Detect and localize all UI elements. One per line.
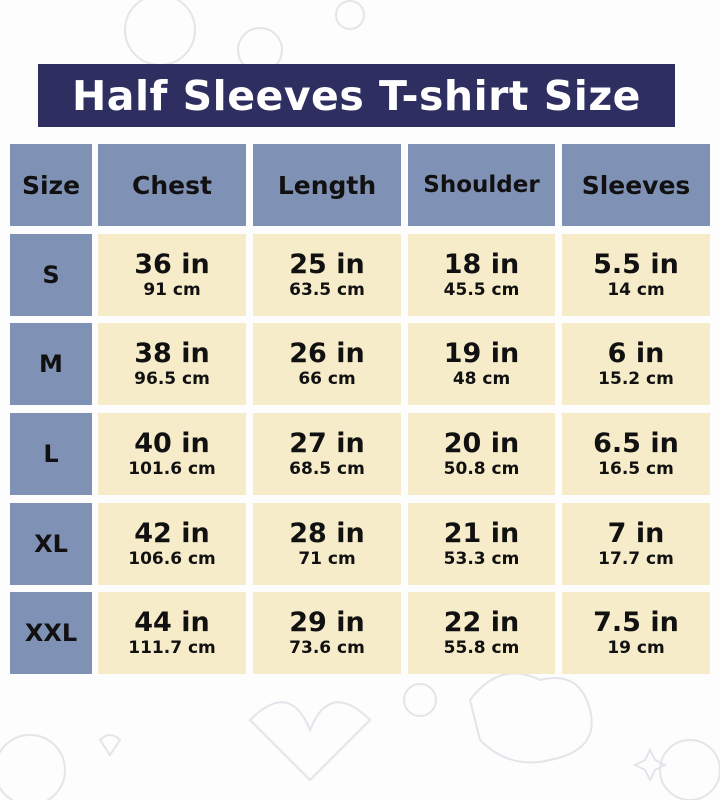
inches-value: 6 in xyxy=(607,338,665,369)
column-header-length: Length xyxy=(253,144,401,226)
cm-value: 14 cm xyxy=(607,280,665,300)
size-label: XXL xyxy=(10,592,92,674)
column-header-size: Size xyxy=(10,144,92,226)
size-label: M xyxy=(10,323,92,405)
inches-value: 36 in xyxy=(134,249,210,280)
table-cell: 6.5 in 16.5 cm xyxy=(562,413,710,495)
cm-value: 71 cm xyxy=(298,549,356,569)
table-cell: 7.5 in 19 cm xyxy=(562,592,710,674)
table-cell: 18 in 45.5 cm xyxy=(408,234,555,316)
inches-value: 40 in xyxy=(134,428,210,459)
table-cell: 7 in 17.7 cm xyxy=(562,503,710,585)
size-label: S xyxy=(10,234,92,316)
table-cell: 20 in 50.8 cm xyxy=(408,413,555,495)
inches-value: 18 in xyxy=(443,249,520,280)
table-cell: 21 in 53.3 cm xyxy=(408,503,555,585)
table-cell: 28 in 71 cm xyxy=(253,503,401,585)
inches-value: 28 in xyxy=(289,518,365,549)
cm-value: 66 cm xyxy=(298,369,356,389)
cm-value: 106.6 cm xyxy=(128,549,216,569)
cm-value: 73.6 cm xyxy=(289,638,365,658)
inches-value: 7.5 in xyxy=(593,607,679,638)
table-cell: 26 in 66 cm xyxy=(253,323,401,405)
cm-value: 17.7 cm xyxy=(598,549,674,569)
column-header-shoulder: Shoulder xyxy=(408,144,555,226)
inches-value: 38 in xyxy=(134,338,210,369)
inches-value: 6.5 in xyxy=(593,428,679,459)
table-cell: 40 in 101.6 cm xyxy=(98,413,246,495)
cm-value: 19 cm xyxy=(607,638,665,658)
inches-value: 5.5 in xyxy=(593,249,679,280)
inches-value: 19 in xyxy=(443,338,520,369)
table-cell: 44 in 111.7 cm xyxy=(98,592,246,674)
cm-value: 48 cm xyxy=(452,369,511,389)
cm-value: 15.2 cm xyxy=(598,369,674,389)
table-cell: 6 in 15.2 cm xyxy=(562,323,710,405)
inches-value: 26 in xyxy=(289,338,365,369)
table-cell: 42 in 106.6 cm xyxy=(98,503,246,585)
table-cell: 25 in 63.5 cm xyxy=(253,234,401,316)
table-cell: 27 in 68.5 cm xyxy=(253,413,401,495)
size-label: L xyxy=(10,413,92,495)
inches-value: 21 in xyxy=(443,518,520,549)
cm-value: 68.5 cm xyxy=(289,459,365,479)
table-cell: 5.5 in 14 cm xyxy=(562,234,710,316)
cm-value: 45.5 cm xyxy=(443,280,520,300)
table-cell: 36 in 91 cm xyxy=(98,234,246,316)
inches-value: 25 in xyxy=(289,249,365,280)
cm-value: 101.6 cm xyxy=(128,459,216,479)
table-cell: 22 in 55.8 cm xyxy=(408,592,555,674)
size-label: XL xyxy=(10,503,92,585)
cm-value: 50.8 cm xyxy=(443,459,520,479)
inches-value: 29 in xyxy=(289,607,365,638)
cm-value: 55.8 cm xyxy=(443,638,520,658)
inches-value: 7 in xyxy=(607,518,665,549)
cm-value: 111.7 cm xyxy=(128,638,216,658)
cm-value: 96.5 cm xyxy=(134,369,210,389)
inches-value: 20 in xyxy=(443,428,520,459)
table-cell: 29 in 73.6 cm xyxy=(253,592,401,674)
table-cell: 38 in 96.5 cm xyxy=(98,323,246,405)
column-header-chest: Chest xyxy=(98,144,246,226)
inches-value: 44 in xyxy=(134,607,210,638)
inches-value: 22 in xyxy=(443,607,520,638)
page-title: Half Sleeves T-shirt Size xyxy=(38,64,675,127)
inches-value: 27 in xyxy=(289,428,365,459)
table-cell: 19 in 48 cm xyxy=(408,323,555,405)
cm-value: 16.5 cm xyxy=(598,459,674,479)
cm-value: 91 cm xyxy=(143,280,201,300)
cm-value: 63.5 cm xyxy=(289,280,365,300)
cm-value: 53.3 cm xyxy=(443,549,520,569)
column-header-sleeves: Sleeves xyxy=(562,144,710,226)
inches-value: 42 in xyxy=(134,518,210,549)
